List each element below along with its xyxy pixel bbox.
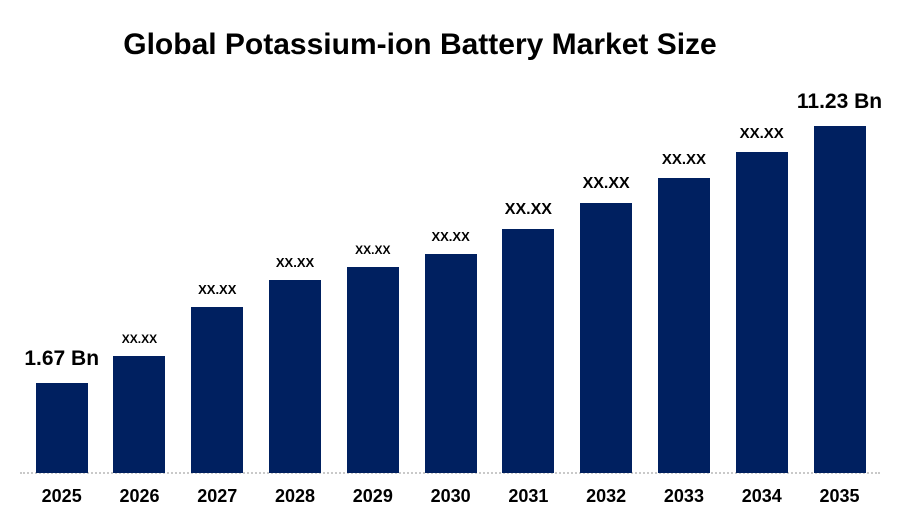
masked-value-label-2028: XX.XX [275, 255, 315, 270]
masked-value-label-2026: XX.XX [121, 332, 158, 346]
masked-value-label-2030: XX.XX [431, 229, 470, 244]
x-tick-label-2032: 2032 [586, 486, 627, 506]
x-tick-label-2031: 2031 [508, 486, 549, 506]
x-tick-label-2027: 2027 [197, 486, 238, 506]
bar-2033 [657, 178, 710, 473]
bar-2026 [113, 356, 166, 473]
x-tick-label-2035: 2035 [819, 486, 860, 506]
masked-value-label-2031: XX.XX [504, 201, 552, 218]
bar-2030 [424, 254, 477, 473]
chart-title: Global Potassium-ion Battery Market Size [123, 28, 717, 61]
bar-2031 [502, 229, 555, 473]
value-label-2035: 11.23 Bn [796, 90, 883, 113]
masked-value-label-2033: XX.XX [661, 151, 707, 168]
bar-2034 [735, 152, 788, 473]
x-tick-label-2033: 2033 [663, 486, 704, 506]
masked-value-label-2032: XX.XX [582, 175, 630, 192]
bar-2029 [346, 267, 399, 473]
bar-2027 [191, 307, 244, 473]
x-tick-label-2029: 2029 [352, 486, 393, 506]
x-axis-line [20, 472, 880, 474]
x-tick-label-2026: 2026 [119, 486, 160, 506]
masked-value-label-2029: XX.XX [355, 243, 391, 257]
bar-2028 [269, 280, 322, 473]
x-tick-label-2025: 2025 [41, 486, 82, 506]
x-tick-label-2028: 2028 [275, 486, 316, 506]
bar-2032 [580, 203, 633, 473]
masked-value-label-2027: XX.XX [198, 282, 237, 297]
x-tick-label-2030: 2030 [430, 486, 471, 506]
masked-value-label-2034: XX.XX [739, 125, 784, 142]
value-label-2025: 1.67 Bn [24, 347, 100, 370]
bar-2035 [813, 126, 866, 473]
x-tick-label-2034: 2034 [741, 486, 782, 506]
bar-2025 [35, 383, 88, 473]
